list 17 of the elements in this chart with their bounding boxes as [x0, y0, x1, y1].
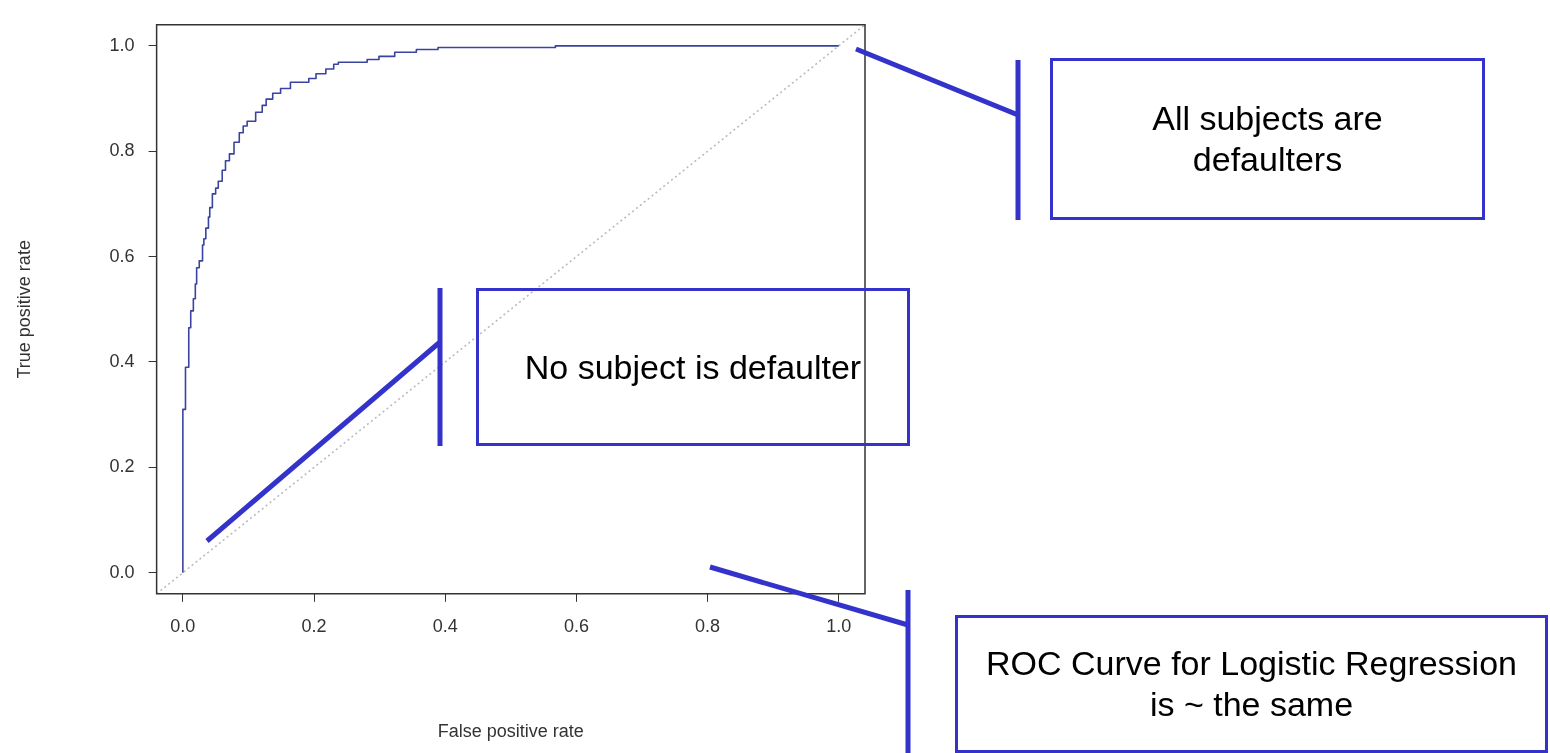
- x-tick-label: 1.0: [826, 615, 852, 636]
- x-tick-label: 0.4: [432, 615, 458, 636]
- text: All subjects are defaulters: [1050, 58, 1485, 220]
- x-tick-label: 0.0: [170, 615, 196, 636]
- x-axis-title: False positive rate: [437, 721, 584, 742]
- y-tick-label: 0.4: [109, 350, 135, 371]
- x-tick-label: 0.2: [301, 615, 327, 636]
- y-tick-label: 0.2: [109, 456, 135, 477]
- x-tick-label: 0.8: [695, 615, 721, 636]
- y-tick-label: 1.0: [109, 34, 135, 55]
- y-tick-label: 0.8: [109, 140, 135, 161]
- text: ROC Curve for Logistic Regression is ~ the same: [955, 615, 1548, 753]
- annotation: No subject is defaulter: [476, 288, 910, 446]
- x-tick-label: 0.6: [563, 615, 589, 636]
- y-tick-label: 0.6: [109, 245, 135, 266]
- y-tick-label: 0.0: [109, 561, 135, 582]
- y-axis-title: True positive rate: [13, 240, 34, 379]
